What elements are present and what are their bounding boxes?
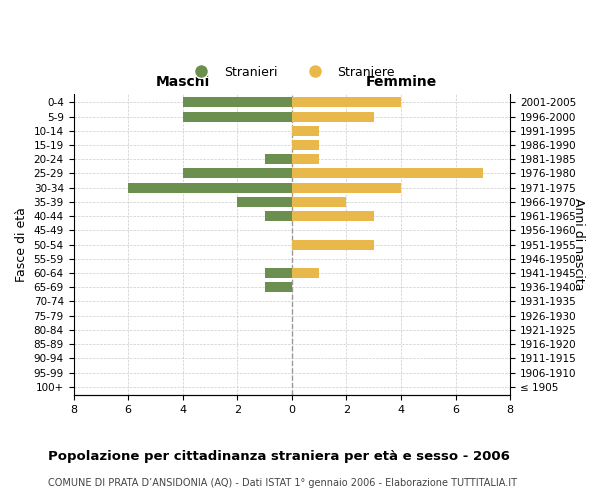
Bar [265, 268, 292, 278]
Bar [292, 140, 319, 150]
Y-axis label: Fasce di età: Fasce di età [15, 207, 28, 282]
Legend: Stranieri, Straniere: Stranieri, Straniere [184, 61, 400, 84]
Bar [265, 154, 292, 164]
Text: COMUNE DI PRATA D’ANSIDONIA (AQ) - Dati ISTAT 1° gennaio 2006 - Elaborazione TUT: COMUNE DI PRATA D’ANSIDONIA (AQ) - Dati … [48, 478, 517, 488]
Text: Femmine: Femmine [365, 75, 437, 89]
Bar [292, 268, 319, 278]
Bar [265, 211, 292, 221]
Bar [182, 168, 292, 178]
Bar [292, 182, 401, 192]
Bar [292, 211, 374, 221]
Bar [128, 182, 292, 192]
Bar [182, 112, 292, 122]
Bar [265, 282, 292, 292]
Bar [292, 168, 483, 178]
Text: Maschi: Maschi [155, 75, 210, 89]
Y-axis label: Anni di nascita: Anni di nascita [572, 198, 585, 291]
Bar [292, 126, 319, 136]
Bar [292, 197, 346, 207]
Bar [182, 98, 292, 108]
Bar [237, 197, 292, 207]
Bar [292, 240, 374, 250]
Bar [292, 112, 374, 122]
Text: Popolazione per cittadinanza straniera per età e sesso - 2006: Popolazione per cittadinanza straniera p… [48, 450, 510, 463]
Bar [292, 98, 401, 108]
Bar [292, 154, 319, 164]
